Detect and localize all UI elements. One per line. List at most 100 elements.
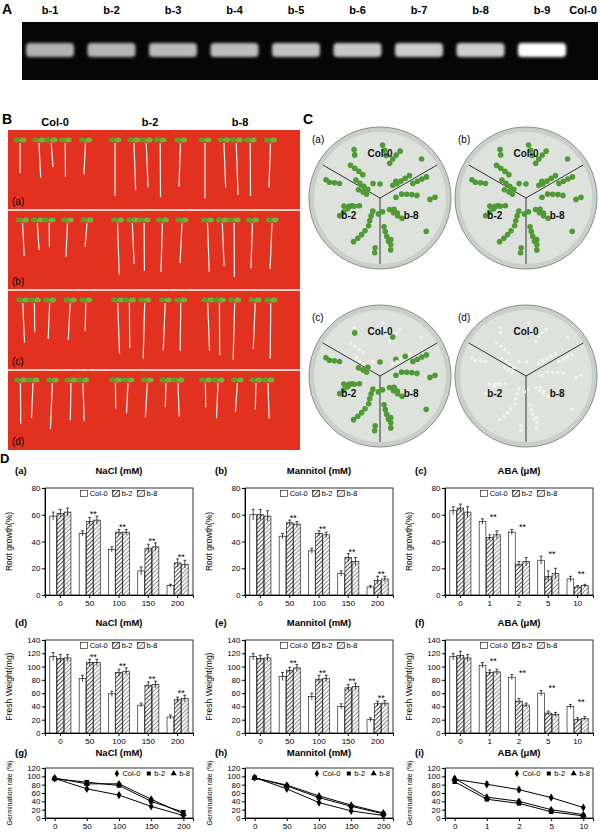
tick-mark (119, 733, 120, 736)
legend-swatch (281, 643, 288, 649)
legend-swatch (81, 491, 88, 497)
tick-label: 200 (177, 822, 191, 831)
bar (308, 696, 315, 733)
seedling-leaf (85, 138, 92, 143)
tick-mark (442, 810, 445, 811)
seedling (372, 428, 378, 434)
chart: ABA (μM)(c)Root growth(%)020406080012510… (404, 465, 594, 608)
plate-label: (b) (458, 134, 470, 145)
tick-label: 0 (53, 822, 58, 831)
plate-divider (526, 165, 583, 198)
lane-label: b-8 (472, 4, 489, 16)
axis-title: Fresh Weight(mg) (4, 652, 14, 720)
tick: 150 (342, 595, 356, 608)
seedling-leaf (111, 218, 118, 223)
tick-mark (442, 768, 445, 769)
bar (308, 551, 315, 595)
chart-title: Mannitol (mM) (287, 465, 351, 476)
marker (51, 774, 58, 780)
panel-label: (e) (215, 617, 227, 628)
tick-label: 1 (487, 737, 492, 746)
axis-title: Germination rate (%) (206, 761, 214, 826)
plate-divider (380, 198, 381, 264)
legend-item: b-2 (347, 769, 365, 778)
seedling-root (34, 303, 35, 332)
tick-mark (519, 595, 520, 598)
tick-label: 40 (232, 538, 241, 547)
error-bar (518, 698, 521, 703)
legend-swatch (315, 770, 319, 777)
tick-label: 0 (436, 591, 441, 600)
annotation: ** (519, 522, 527, 532)
marks (50, 653, 188, 733)
axis-line (242, 641, 246, 734)
seedling-root (222, 223, 224, 266)
legend-label: b-2 (354, 769, 365, 778)
tick: 80 (432, 676, 445, 685)
legend-label: Col-0 (322, 769, 340, 778)
marks (250, 653, 388, 733)
tick-mark (519, 818, 520, 821)
tick-mark (42, 693, 45, 694)
seedling-leaf (171, 378, 178, 383)
bar (345, 558, 352, 595)
plot-frame (245, 768, 393, 818)
legend: Col-0b-2b-8 (281, 641, 358, 650)
seedling (569, 229, 575, 235)
annotation: ** (490, 656, 498, 666)
tick-label: 0 (236, 591, 241, 600)
tick: 1 (487, 595, 492, 608)
x-axis: 050100150200 (246, 818, 394, 831)
plate-label: (d) (458, 312, 470, 323)
marker (516, 797, 523, 803)
tick-label: 5 (546, 599, 551, 608)
seedling-leaf (46, 378, 53, 383)
bar (279, 536, 286, 595)
error-bar (259, 655, 262, 662)
gel-band (272, 43, 320, 57)
tick-label: 0 (453, 822, 458, 831)
tick-mark (42, 706, 45, 707)
seedling-root (208, 303, 210, 350)
bar (374, 704, 381, 733)
seedling-root (37, 223, 39, 250)
tick-label: 50 (285, 737, 294, 746)
chart-title: NaCl (mM) (96, 747, 143, 758)
tick: 60 (32, 511, 45, 520)
bar (116, 532, 123, 595)
annotation: ** (148, 536, 156, 546)
legend-item: Col-0 (515, 769, 541, 778)
tick-label: 60 (432, 511, 441, 520)
tick-mark (119, 595, 120, 598)
bar (167, 717, 174, 733)
tick-mark (242, 488, 245, 489)
seedling (545, 191, 551, 197)
seedling-leaf (117, 218, 124, 223)
tick-label: 120 (27, 649, 41, 658)
bar (145, 685, 152, 733)
tick: 20 (32, 716, 45, 725)
seedling (370, 386, 376, 392)
tick-label: 0 (236, 729, 241, 738)
tick-label: 150 (345, 822, 359, 831)
seedling (507, 351, 511, 355)
legend-item: b-2 (547, 769, 565, 778)
tick: 200 (171, 733, 185, 746)
legend-swatch (281, 491, 288, 497)
tick-label: 80 (432, 676, 441, 685)
plate-label: (c) (312, 312, 324, 323)
tick-mark (242, 680, 245, 681)
seedling-leaf (49, 218, 56, 223)
tick-mark (55, 818, 56, 821)
error-bar (169, 715, 172, 719)
bar (64, 658, 71, 733)
seedling (518, 250, 524, 256)
tick-mark (383, 818, 384, 821)
seedling-leaf (16, 298, 23, 303)
tick-label: 150 (342, 737, 356, 746)
y-axis: 020406080100120 (227, 764, 245, 823)
tick-label: 100 (227, 663, 241, 672)
seedling (360, 367, 366, 373)
error-bar (453, 780, 456, 783)
seedling-leaf (70, 378, 77, 383)
